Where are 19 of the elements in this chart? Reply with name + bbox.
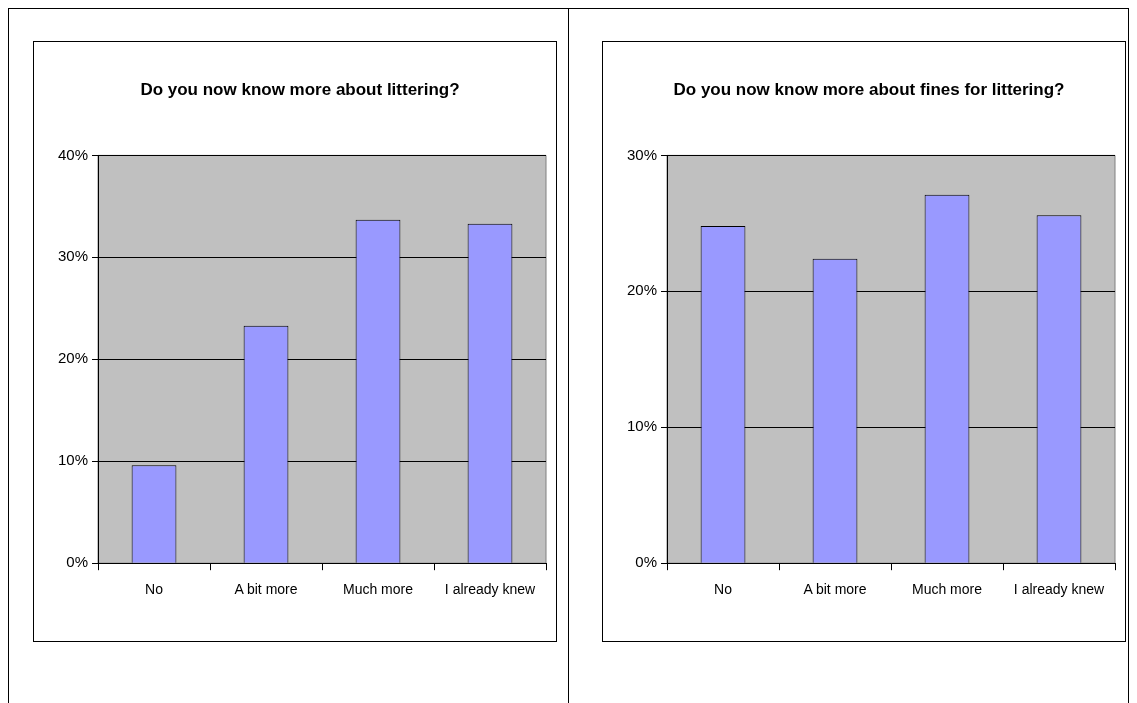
y-tick-label: 40% xyxy=(57,145,89,163)
x-tick-label: I already knew xyxy=(1013,581,1106,598)
y-tick-label: 0% xyxy=(635,553,658,571)
y-tick-label: 10% xyxy=(626,417,658,435)
x-tick-label: A bit more xyxy=(234,581,298,598)
x-tick-label: No xyxy=(145,581,164,598)
x-tick-label: No xyxy=(714,581,733,598)
y-tick-label: 20% xyxy=(626,281,658,299)
x-tick-label: A bit more xyxy=(803,581,867,598)
y-tick-label: 10% xyxy=(57,451,89,469)
y-tick-label: 30% xyxy=(57,247,89,265)
chart-title: Do you now know more about fines for littering? xyxy=(673,79,1065,99)
chart-title: Do you now know more about littering? xyxy=(140,79,460,99)
y-tick-label: 0% xyxy=(66,553,89,571)
y-tick-label: 30% xyxy=(626,145,658,163)
x-tick-label: Much more xyxy=(911,581,983,598)
x-tick-label: Much more xyxy=(342,581,414,598)
x-tick-label: I already knew xyxy=(444,581,537,598)
y-tick-label: 20% xyxy=(57,349,89,367)
